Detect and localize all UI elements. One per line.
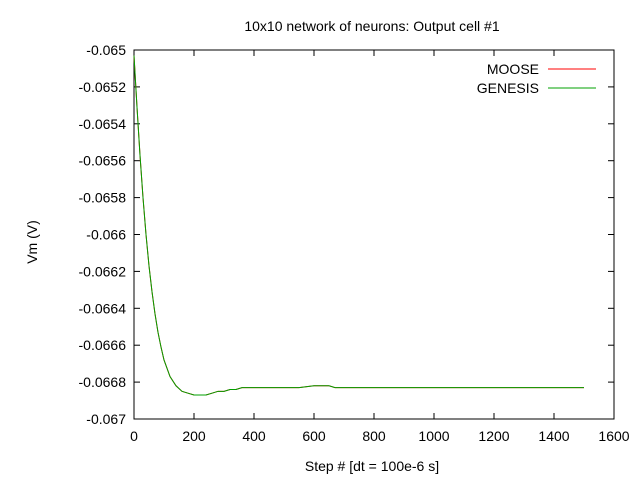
y-tick-label: -0.0668 [79, 374, 127, 390]
y-tick-label: -0.0656 [79, 153, 127, 169]
series-line-genesis [133, 55, 584, 396]
x-tick-label: 200 [182, 428, 206, 444]
y-tick-label: -0.0652 [79, 79, 127, 95]
x-tick-label: 400 [242, 428, 266, 444]
y-tick-label: -0.0666 [79, 337, 127, 353]
series-line-moose [133, 55, 584, 396]
x-tick-label: 600 [302, 428, 326, 444]
y-tick-label: -0.065 [86, 42, 126, 58]
y-tick-label: -0.0658 [79, 190, 127, 206]
legend: MOOSE GENESIS [477, 61, 596, 96]
y-tick-label: -0.0654 [79, 116, 127, 132]
x-tick-label: 0 [130, 428, 138, 444]
x-tick-label: 1000 [418, 428, 449, 444]
y-tick-label: -0.0662 [79, 263, 127, 279]
legend-label-genesis: GENESIS [477, 80, 539, 96]
x-tick-label: 1600 [598, 428, 629, 444]
x-tick-label: 800 [362, 428, 386, 444]
x-tick-label: 1200 [478, 428, 509, 444]
x-tick-label: 1400 [538, 428, 569, 444]
y-tick-label: -0.066 [86, 227, 126, 243]
y-axis: -0.065 -0.0652 -0.0654 -0.0656 -0.0658 -0.066… [79, 42, 614, 427]
x-axis-label: Step # [dt = 100e-6 s] [305, 458, 439, 474]
chart-title: 10x10 network of neurons: Output cell #1 [244, 18, 499, 34]
y-tick-label: -0.067 [86, 411, 126, 427]
y-tick-label: -0.0664 [79, 300, 127, 316]
series-layer [133, 55, 584, 396]
legend-label-moose: MOOSE [487, 61, 539, 77]
x-axis: 0 200 400 600 800 1000 1200 1400 1600 [130, 50, 630, 444]
y-axis-label: Vm (V) [24, 220, 40, 264]
plot-frame [133, 49, 615, 420]
